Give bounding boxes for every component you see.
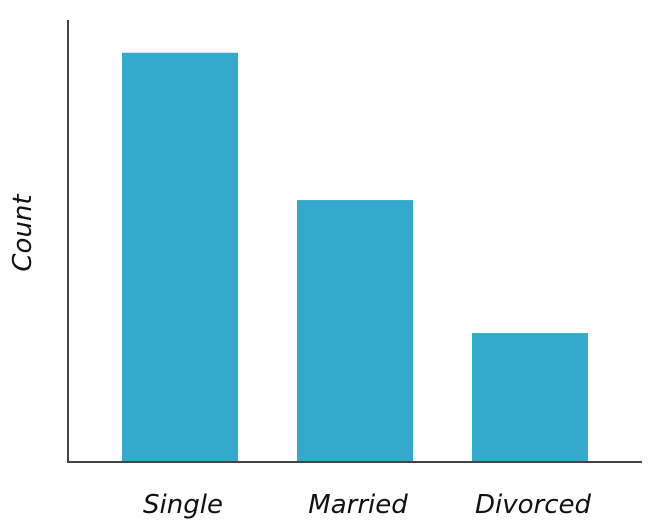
x-tick-label-married: Married: [308, 490, 408, 520]
x-tick-label-single: Single: [143, 490, 223, 520]
bars-group: [122, 52, 588, 462]
x-tick-label-divorced: Divorced: [475, 490, 592, 520]
bar-single: [122, 52, 238, 462]
y-axis-label: Count: [8, 194, 38, 272]
x-tick-labels: Single Married Divorced: [143, 490, 591, 520]
bar-divorced: [472, 333, 588, 462]
bar-married: [297, 200, 413, 462]
